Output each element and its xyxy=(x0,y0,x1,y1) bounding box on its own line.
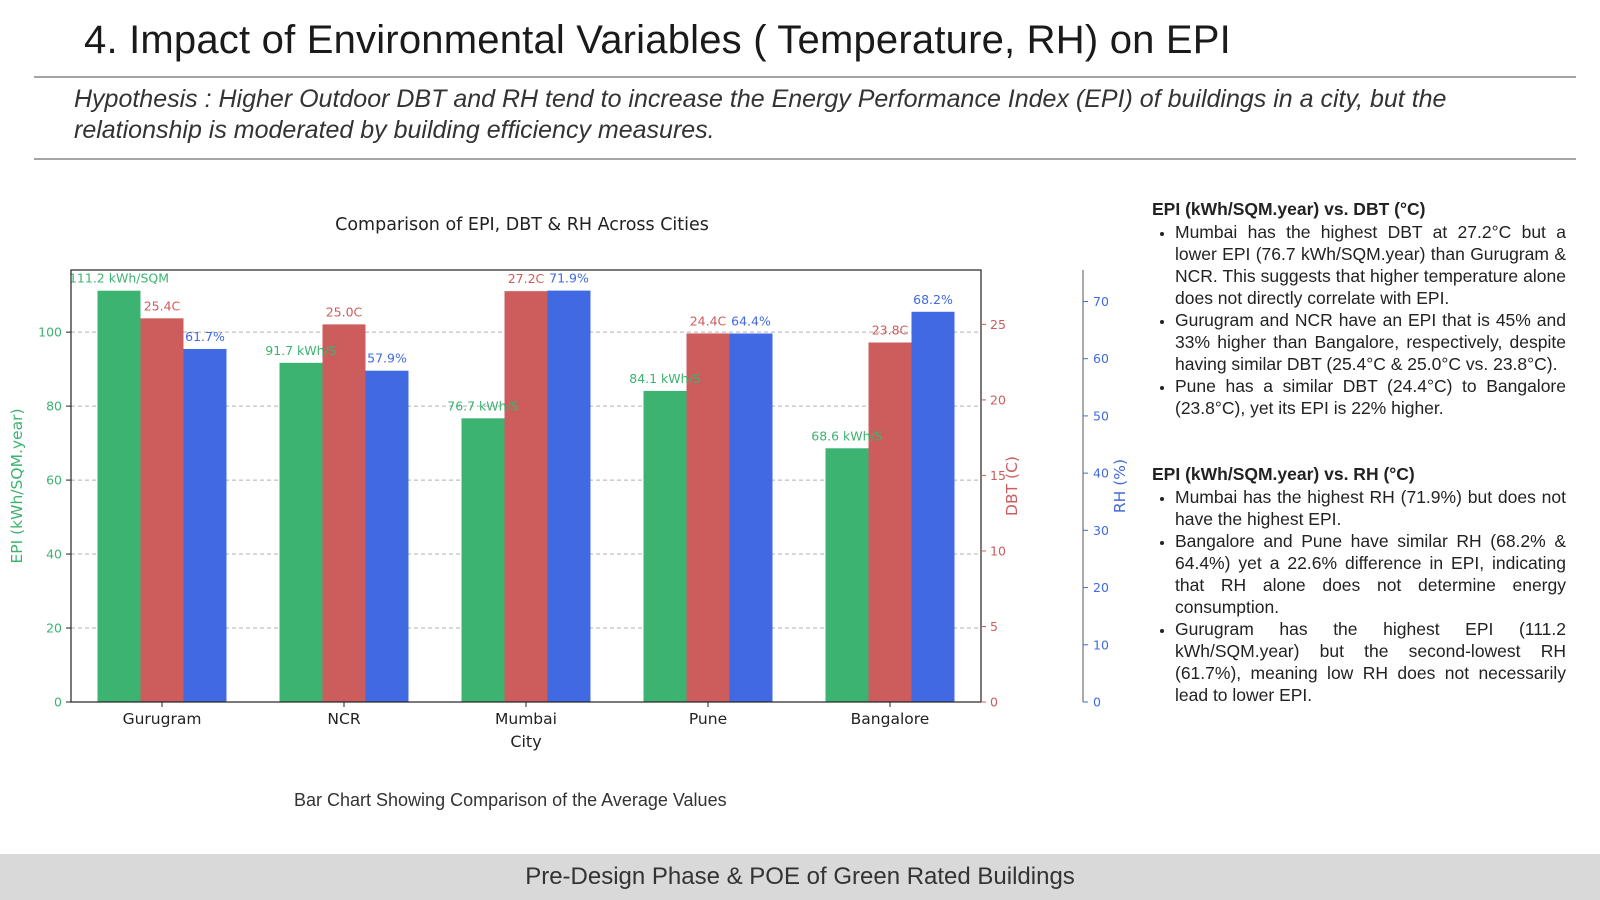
y-tick-label-dbt: 10 xyxy=(990,543,1006,558)
y-axis-label-dbt: DBT (C) xyxy=(1003,456,1021,516)
list-item: Mumbai has the highest DBT at 27.2°C but… xyxy=(1175,221,1566,309)
y-axis-label-rh: RH (%) xyxy=(1111,459,1129,513)
data-label-rh: 61.7% xyxy=(185,329,225,344)
hypothesis-text: Hypothesis : Higher Outdoor DBT and RH t… xyxy=(74,85,1447,144)
epi-vs-dbt-section: EPI (kWh/SQM.year) vs. DBT (°C) Mumbai h… xyxy=(1152,198,1566,419)
bar-epi xyxy=(461,418,505,702)
x-tick-label: NCR xyxy=(327,710,360,728)
y-tick-label-dbt: 5 xyxy=(990,619,998,634)
y-tick-label-rh: 60 xyxy=(1093,351,1109,366)
y-tick-label-epi: 100 xyxy=(38,325,62,340)
list-item: Mumbai has the highest RH (71.9%) but do… xyxy=(1175,486,1566,530)
list-item: Pune has a similar DBT (24.4°C) to Banga… xyxy=(1175,375,1566,419)
slide-title: 4. Impact of Environmental Variables ( T… xyxy=(84,18,1231,62)
y-tick-label-rh: 40 xyxy=(1093,466,1109,481)
y-tick-label-rh: 0 xyxy=(1093,695,1101,710)
bar-epi xyxy=(825,448,869,702)
title-divider xyxy=(34,76,1576,78)
x-axis-label: City xyxy=(510,732,541,751)
y-tick-label-dbt: 20 xyxy=(990,392,1006,407)
data-labels: 111.2 kWh/SQM 25.4C 61.7% 91.7 kWh/S 25.0C 57… xyxy=(69,271,953,444)
analysis-notes: EPI (kWh/SQM.year) vs. DBT (°C) Mumbai h… xyxy=(1152,198,1566,706)
bar-dbt xyxy=(868,342,912,702)
x-tick-label: Pune xyxy=(689,710,727,728)
data-label-rh: 71.9% xyxy=(549,271,589,286)
y-tick-label-rh: 70 xyxy=(1093,294,1109,309)
epi-vs-rh-section: EPI (kWh/SQM.year) vs. RH (°C) Mumbai ha… xyxy=(1152,463,1566,706)
bar-dbt xyxy=(686,333,730,702)
y-tick-label-epi: 20 xyxy=(46,621,62,636)
list-item: Gurugram has the highest EPI (111.2 kWh/… xyxy=(1175,618,1566,706)
x-tick-label: Gurugram xyxy=(123,710,202,728)
data-label-epi: 84.1 kWh/S xyxy=(629,371,701,386)
x-tick-label: Bangalore xyxy=(851,710,930,728)
y-tick-label-rh: 20 xyxy=(1093,580,1109,595)
data-label-dbt: 27.2C xyxy=(508,271,545,286)
data-label-rh: 57.9% xyxy=(367,351,407,366)
y-tick-label-epi: 0 xyxy=(54,695,62,710)
data-label-epi: 76.7 kWh/S xyxy=(447,398,519,413)
bar-dbt xyxy=(322,324,366,702)
y-tick-label-rh: 50 xyxy=(1093,408,1109,423)
y-tick-label-epi: 60 xyxy=(46,473,62,488)
data-label-dbt: 25.4C xyxy=(144,298,181,313)
epi-vs-rh-list: Mumbai has the highest RH (71.9%) but do… xyxy=(1152,486,1566,706)
epi-vs-dbt-list: Mumbai has the highest DBT at 27.2°C but… xyxy=(1152,221,1566,419)
y-tick-label-epi: 80 xyxy=(46,399,62,414)
epi-vs-dbt-heading: EPI (kWh/SQM.year) vs. DBT (°C) xyxy=(1152,199,1426,219)
chart-caption: Bar Chart Showing Comparison of the Aver… xyxy=(294,790,727,810)
data-label-epi: 91.7 kWh/S xyxy=(265,343,337,358)
y-tick-label-dbt: 25 xyxy=(990,317,1006,332)
bar-rh xyxy=(183,348,227,702)
bar-rh xyxy=(547,290,591,702)
hypothesis-divider xyxy=(34,158,1576,160)
x-tick-label: Mumbai xyxy=(495,710,557,728)
bar-rh xyxy=(365,370,409,702)
axes: 0 20 40 60 80 100 0 5 10 15 20 25 0 10 20 30 40 50 60 70 Gur… xyxy=(38,270,1109,728)
bar-chart: Comparison of EPI, DBT & RH Across Citie… xyxy=(8,215,1129,751)
data-label-dbt: 25.0C xyxy=(326,304,363,319)
data-label-epi: 111.2 kWh/SQM xyxy=(69,271,169,286)
bar-epi xyxy=(643,390,687,702)
footer-bar: Pre-Design Phase & POE of Green Rated Bu… xyxy=(0,854,1600,900)
bar-dbt xyxy=(504,291,548,702)
bar-epi xyxy=(279,362,323,702)
y-axis-label-epi: EPI (kWh/SQM.year) xyxy=(8,409,26,564)
y-tick-label-dbt: 0 xyxy=(990,695,998,710)
data-label-rh: 64.4% xyxy=(731,314,771,329)
bar-epi xyxy=(97,290,141,702)
y-tick-label-dbt: 15 xyxy=(990,468,1006,483)
data-label-dbt: 24.4C xyxy=(690,313,727,328)
data-label-dbt: 23.8C xyxy=(872,323,909,338)
footer-text: Pre-Design Phase & POE of Green Rated Bu… xyxy=(525,863,1075,890)
y-tick-label-epi: 40 xyxy=(46,547,62,562)
bars xyxy=(97,290,955,702)
list-item: Gurugram and NCR have an EPI that is 45%… xyxy=(1175,309,1566,375)
bar-dbt xyxy=(140,318,184,702)
data-label-epi: 68.6 kWh/S xyxy=(811,428,883,443)
data-label-rh: 68.2% xyxy=(913,292,953,307)
list-item: Bangalore and Pune have similar RH (68.2… xyxy=(1175,530,1566,618)
bar-rh xyxy=(729,333,773,702)
y-tick-label-rh: 30 xyxy=(1093,523,1109,538)
bar-rh xyxy=(911,311,955,702)
epi-vs-rh-heading: EPI (kWh/SQM.year) vs. RH (°C) xyxy=(1152,464,1415,484)
chart-title: Comparison of EPI, DBT & RH Across Citie… xyxy=(335,215,709,235)
y-tick-label-rh: 10 xyxy=(1093,637,1109,652)
